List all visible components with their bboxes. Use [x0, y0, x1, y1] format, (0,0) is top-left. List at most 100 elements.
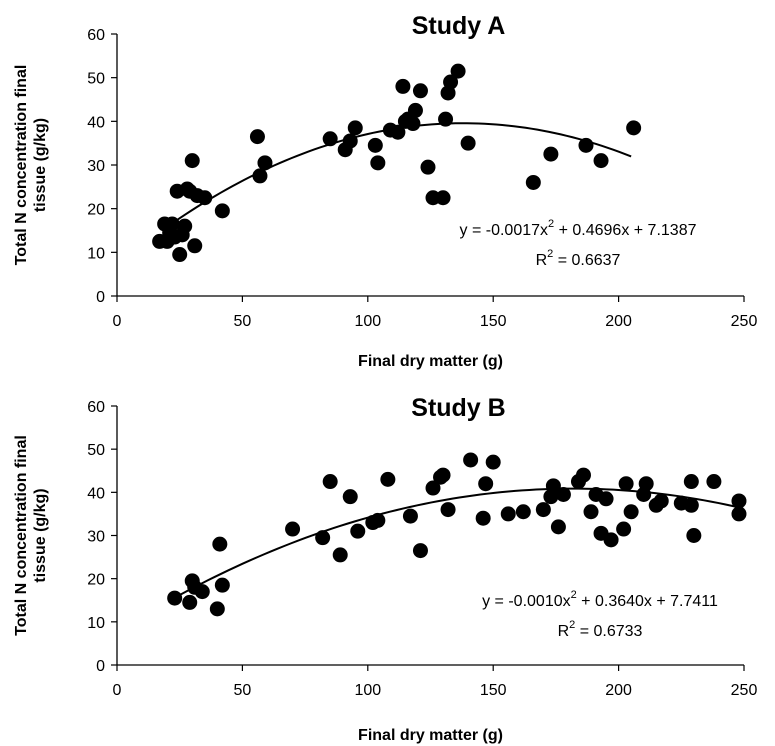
data-point: [575, 467, 591, 483]
data-point: [370, 512, 386, 528]
data-point: [593, 153, 609, 169]
data-point: [683, 497, 699, 513]
data-point: [214, 203, 230, 219]
x-tick-label: 100: [354, 682, 381, 699]
data-point: [463, 452, 479, 468]
y-axis-label-line: tissue (g/kg): [32, 118, 49, 212]
data-point: [515, 504, 531, 520]
data-point: [182, 594, 198, 610]
data-point: [420, 159, 436, 175]
data-point: [187, 238, 203, 254]
data-point: [315, 530, 331, 546]
y-tick-label: 50: [87, 442, 105, 459]
data-point: [380, 471, 396, 487]
data-point: [623, 504, 639, 520]
data-point: [478, 476, 494, 492]
x-tick-label: 0: [113, 313, 122, 330]
chart-title: Study A: [412, 12, 506, 40]
x-tick-label: 250: [731, 313, 758, 330]
data-point: [440, 502, 456, 518]
data-point: [350, 523, 366, 539]
x-tick-label: 150: [480, 313, 507, 330]
data-point: [435, 190, 451, 206]
x-tick-label: 150: [480, 682, 507, 699]
data-point: [395, 78, 411, 94]
y-tick-label: 50: [87, 71, 105, 88]
data-point: [405, 116, 421, 132]
data-point: [583, 504, 599, 520]
data-point: [438, 111, 454, 127]
data-point: [731, 506, 747, 522]
data-point: [603, 532, 619, 548]
x-tick-label: 100: [354, 313, 381, 330]
data-point: [535, 502, 551, 518]
y-tick-label: 0: [96, 289, 105, 306]
data-point: [731, 493, 747, 509]
r-squared-label: R2 = 0.6733: [558, 619, 643, 640]
y-tick-label: 20: [87, 202, 105, 219]
data-point: [172, 247, 188, 263]
data-point: [214, 577, 230, 593]
y-tick-label: 0: [96, 658, 105, 675]
y-tick-label: 40: [87, 114, 105, 131]
data-point: [167, 590, 183, 606]
data-point: [525, 174, 541, 190]
data-point: [367, 137, 383, 153]
data-point: [412, 83, 428, 99]
data-point: [194, 584, 210, 600]
data-point: [209, 601, 225, 617]
data-point: [550, 519, 566, 535]
x-tick-label: 250: [731, 682, 758, 699]
data-point: [443, 74, 459, 90]
y-tick-label: 30: [87, 529, 105, 546]
data-point: [683, 474, 699, 490]
y-axis-label-line: Total N concentration final: [13, 65, 30, 266]
data-point: [407, 102, 423, 118]
y-tick-label: 10: [87, 615, 105, 632]
data-point: [390, 124, 406, 140]
x-axis-label: Final dry matter (g): [358, 727, 503, 744]
data-point: [285, 521, 301, 537]
data-point: [500, 506, 516, 522]
data-point: [555, 486, 571, 502]
trendline-equation: y = -0.0017x2 + 0.4696x + 7.1387: [460, 218, 697, 239]
r-squared-label: R2 = 0.6637: [536, 248, 621, 269]
y-axis-label-line: Total N concentration final: [13, 435, 30, 636]
data-point: [460, 135, 476, 151]
data-point: [686, 528, 702, 543]
y-tick-label: 40: [87, 485, 105, 502]
data-point: [616, 521, 632, 537]
data-point: [578, 137, 594, 153]
data-point: [249, 129, 265, 145]
data-point: [322, 474, 338, 490]
x-tick-label: 50: [234, 682, 252, 699]
x-tick-label: 0: [113, 682, 122, 699]
data-point: [412, 543, 428, 559]
data-point: [543, 146, 559, 162]
data-point: [184, 153, 200, 169]
data-point: [618, 476, 634, 492]
trendline-equation: y = -0.0010x2 + 0.3640x + 7.7411: [482, 589, 718, 610]
data-point: [342, 489, 358, 505]
data-point: [425, 480, 441, 496]
y-tick-label: 60: [87, 399, 105, 416]
chart-study-a: Study A 0 10 20 30 40 50 60 0 50 100 150 200 250 Final…: [13, 12, 757, 370]
y-tick-label: 30: [87, 158, 105, 175]
data-point: [332, 547, 348, 563]
data-point: [435, 467, 451, 483]
data-point: [402, 508, 418, 524]
data-point: [653, 493, 669, 509]
data-point: [475, 510, 491, 526]
x-tick-label: 200: [605, 313, 632, 330]
data-point: [626, 120, 642, 136]
y-tick-label: 10: [87, 245, 105, 262]
x-axis-label: Final dry matter (g): [358, 353, 503, 370]
data-point: [706, 474, 722, 490]
data-point: [212, 536, 228, 552]
data-point: [485, 454, 501, 470]
y-tick-label: 60: [87, 27, 105, 44]
y-tick-label: 20: [87, 572, 105, 589]
data-point: [177, 218, 193, 234]
y-axis-label: Total N concentration final tissue (g/kg): [13, 435, 49, 636]
